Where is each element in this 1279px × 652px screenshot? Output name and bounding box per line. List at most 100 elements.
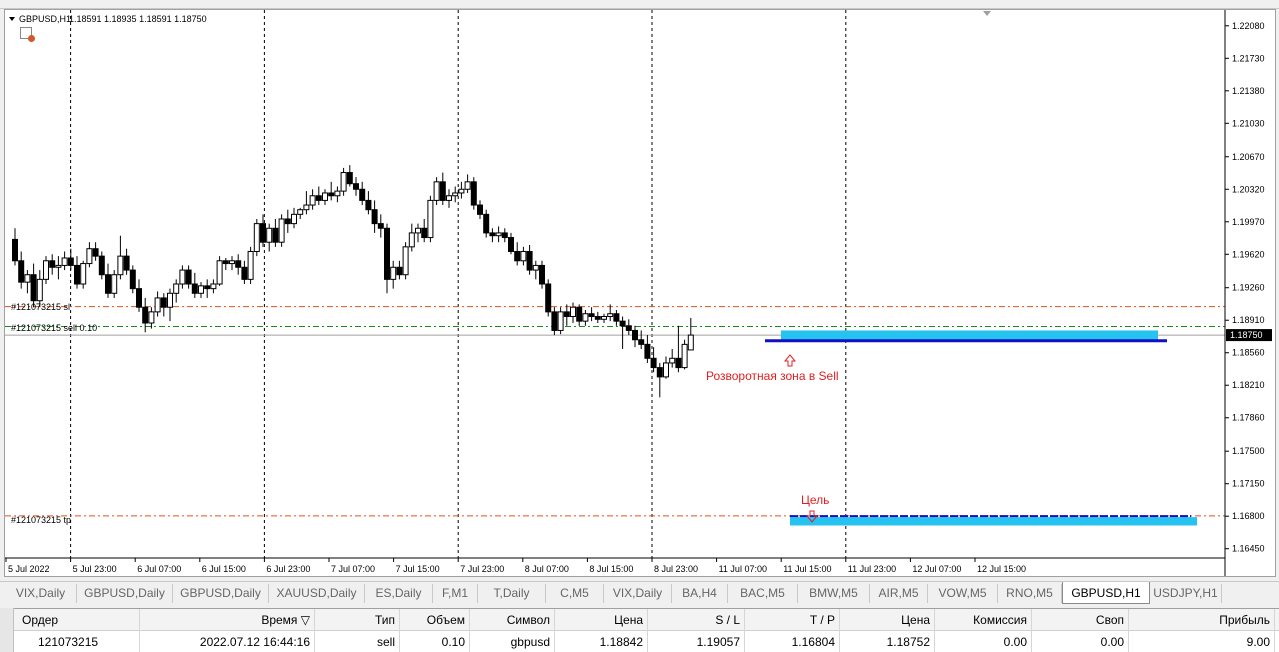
candle[interactable] (18, 251, 25, 289)
candle[interactable] (514, 242, 521, 266)
table-row[interactable]: 121073215 2022.07.12 16:44:16 sell 0.10 gbpu… (0, 631, 1279, 652)
column-header[interactable]: T / P (745, 609, 840, 631)
candle[interactable] (210, 279, 217, 294)
candle[interactable] (179, 265, 186, 289)
column-header[interactable]: Своп (1032, 609, 1129, 631)
candle[interactable] (421, 218, 428, 243)
candle[interactable] (266, 223, 273, 252)
candle[interactable] (669, 349, 676, 368)
column-header[interactable]: Комиссия (935, 609, 1032, 631)
candle[interactable] (334, 186, 341, 203)
candle[interactable] (446, 189, 452, 208)
candle[interactable] (594, 311, 601, 324)
candle[interactable] (656, 362, 663, 398)
candle[interactable] (408, 223, 415, 252)
candle[interactable] (328, 181, 335, 201)
candle[interactable] (377, 214, 384, 238)
candle[interactable] (148, 307, 155, 329)
candle[interactable] (520, 246, 527, 266)
candle[interactable] (222, 257, 229, 271)
candle[interactable] (191, 272, 198, 298)
chart-tab[interactable]: BA,H4 (672, 584, 728, 603)
chart-shift-marker-icon[interactable] (983, 11, 991, 16)
candle[interactable] (92, 242, 99, 261)
candle[interactable] (359, 181, 366, 206)
chart-menu-arrow-icon[interactable] (9, 17, 15, 21)
target-label[interactable]: Цель (801, 493, 829, 507)
chart-tab[interactable]: USDJPY,H1 (1150, 584, 1222, 603)
chart-tab[interactable]: C,M5 (546, 584, 604, 603)
candle[interactable] (204, 279, 211, 298)
candle[interactable] (235, 254, 242, 275)
candle[interactable] (495, 226, 502, 243)
candle[interactable] (415, 223, 421, 243)
candle[interactable] (117, 235, 124, 280)
candle[interactable] (532, 260, 539, 280)
candle[interactable] (638, 330, 645, 350)
chart-tab[interactable]: GBPUSD,Daily (173, 584, 269, 603)
candle[interactable] (501, 228, 508, 243)
candle[interactable] (61, 251, 68, 271)
chart-tab[interactable]: GBPUSD,Daily (77, 584, 173, 603)
column-header[interactable]: Время ▽ (140, 609, 315, 631)
candle[interactable] (136, 279, 142, 312)
terminal-side-handle[interactable] (0, 608, 14, 652)
candle[interactable] (563, 304, 570, 326)
chart-tab[interactable]: F,M1 (433, 584, 478, 603)
candle[interactable] (185, 265, 192, 289)
candle[interactable] (526, 244, 533, 275)
candle[interactable] (663, 356, 669, 379)
down-arrow-icon[interactable] (805, 510, 819, 523)
candle[interactable] (613, 310, 620, 326)
candle[interactable] (12, 228, 18, 266)
candle[interactable] (687, 317, 694, 351)
candle[interactable] (24, 270, 31, 294)
candle[interactable] (470, 177, 477, 210)
candle[interactable] (371, 200, 378, 233)
reversal-zone-rect[interactable] (781, 330, 1158, 340)
candle[interactable] (439, 172, 446, 206)
candle[interactable] (365, 191, 372, 215)
candle[interactable] (36, 270, 43, 308)
column-header[interactable]: Прибыль (1129, 609, 1275, 631)
candle[interactable] (464, 174, 471, 193)
candle[interactable] (427, 195, 434, 243)
candle[interactable] (98, 251, 105, 280)
chart-tab[interactable]: VIX,Daily (604, 584, 672, 603)
column-header[interactable]: Цена (840, 609, 935, 631)
candle[interactable] (67, 248, 74, 271)
up-arrow-icon[interactable] (783, 354, 797, 367)
chart-canvas[interactable]: 1.22080 1.21730 1.21380 1.21030 1.20670 1.203… (5, 10, 1275, 576)
column-header[interactable]: Цена (555, 609, 648, 631)
candle[interactable] (483, 209, 490, 238)
candle[interactable] (173, 279, 180, 303)
chart-tab[interactable]: VOW,M5 (928, 584, 998, 603)
candle[interactable] (632, 325, 638, 348)
candle[interactable] (353, 177, 359, 196)
column-header[interactable]: Тип (315, 609, 400, 631)
column-header[interactable]: Объем (400, 609, 470, 631)
candle[interactable] (650, 347, 657, 373)
candle[interactable] (241, 260, 248, 284)
candle[interactable] (303, 191, 310, 215)
candle[interactable] (142, 297, 149, 333)
candle[interactable] (551, 307, 558, 336)
candle[interactable] (588, 307, 595, 322)
column-header[interactable]: Ордер (14, 609, 140, 631)
candle[interactable] (402, 242, 409, 280)
candle[interactable] (129, 265, 136, 294)
candle[interactable] (80, 260, 87, 289)
candle[interactable] (477, 200, 483, 219)
candle[interactable] (346, 165, 353, 187)
chart-tab[interactable]: AIR,M5 (870, 584, 928, 603)
candle[interactable] (644, 335, 651, 363)
candle[interactable] (253, 218, 260, 257)
chart-tab[interactable]: BMW,M5 (798, 584, 870, 603)
candle[interactable] (625, 319, 632, 336)
candle[interactable] (43, 256, 49, 284)
candle[interactable] (30, 263, 37, 308)
candle[interactable] (582, 310, 589, 326)
candle[interactable] (576, 304, 583, 326)
candle[interactable] (160, 293, 167, 317)
chart-tab[interactable]: ES,Daily (365, 584, 433, 603)
